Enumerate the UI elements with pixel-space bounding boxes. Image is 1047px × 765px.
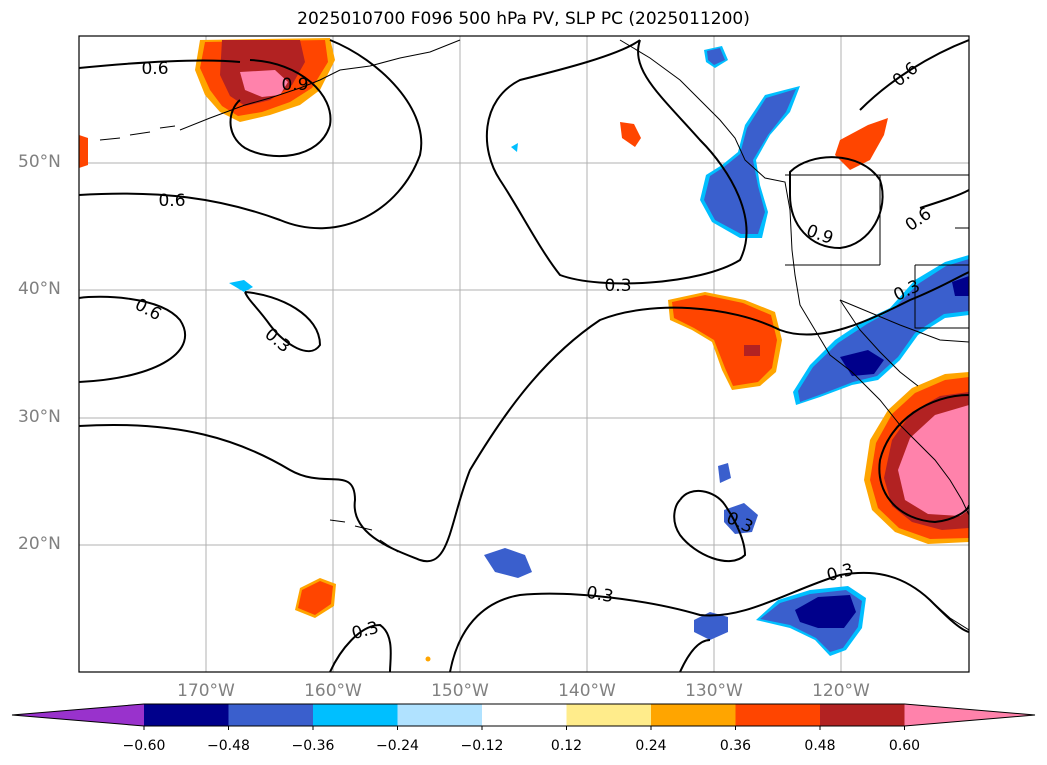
colorbar-segment bbox=[228, 704, 313, 726]
colorbar-tick-label: −0.12 bbox=[460, 738, 504, 754]
lon-label-120w: 120°W bbox=[812, 681, 870, 701]
colorbar-tick-label: −0.48 bbox=[207, 738, 250, 754]
contour-06-mid bbox=[79, 39, 423, 230]
coastline-baja bbox=[839, 299, 919, 387]
contour-06-east bbox=[919, 189, 969, 209]
colorbar-tick-label: 0.36 bbox=[719, 738, 752, 754]
pv-blob-aleutian-pink bbox=[240, 70, 288, 97]
pv-blob-hawaii-south-red bbox=[298, 581, 333, 615]
contour-06-ne bbox=[859, 39, 969, 111]
pv-blob-central-dark bbox=[744, 345, 760, 356]
colorbar-segment bbox=[735, 704, 820, 726]
colorbar-segment bbox=[397, 704, 482, 726]
pv-neg-small-n bbox=[511, 143, 518, 152]
colorbar-segment bbox=[651, 704, 736, 726]
contour-09-aleutian bbox=[229, 59, 332, 158]
colorbar-segment bbox=[313, 704, 398, 726]
lon-label-170w: 170°W bbox=[177, 681, 235, 701]
colorbar-tick-label: 0.60 bbox=[888, 738, 921, 754]
pv-neg-baja-core2 bbox=[952, 276, 969, 296]
pv-neg-central-s bbox=[484, 548, 532, 578]
pv-blob-canada bbox=[835, 118, 888, 170]
contour-03-ne bbox=[485, 39, 748, 285]
pv-neg-bc bbox=[704, 89, 796, 234]
colorbar-tick-label: −0.60 bbox=[122, 738, 166, 754]
coastline-north-america bbox=[619, 39, 969, 516]
slp-contours bbox=[79, 39, 969, 672]
colorbar-tick-label: 0.24 bbox=[635, 738, 667, 754]
border-states bbox=[785, 175, 969, 329]
colorbar-tick-label: −0.36 bbox=[291, 738, 335, 754]
contour-label-06-north: 0.6 bbox=[141, 59, 168, 79]
colorbar-segment bbox=[144, 704, 229, 726]
colorbar-tick-label: 0.12 bbox=[550, 738, 583, 754]
border-us-mexico bbox=[839, 299, 969, 343]
contour-09-canada bbox=[789, 156, 884, 250]
map-frame bbox=[78, 35, 970, 673]
pv-neg-baja bbox=[798, 259, 969, 402]
colorbar bbox=[11, 703, 1036, 730]
colorbar-extend-high bbox=[904, 704, 1035, 726]
lat-label-30n: 30°N bbox=[18, 407, 61, 427]
contour-03-central bbox=[79, 271, 969, 563]
contour-label-03-central: 0.3 bbox=[604, 276, 631, 296]
colorbar-segment bbox=[482, 704, 567, 726]
contour-label-06-mid: 0.6 bbox=[158, 191, 185, 211]
pv-positive-anomalies bbox=[79, 38, 969, 662]
colorbar-segment bbox=[566, 704, 651, 726]
aleutian-islands bbox=[99, 125, 176, 141]
pv-neg-small-b bbox=[724, 503, 758, 534]
contour-03-outer bbox=[79, 295, 187, 383]
lon-label-140w: 140°W bbox=[558, 681, 616, 701]
contour-03-hawaii-e bbox=[679, 639, 711, 672]
contour-label-03-mid-south: 0.3 bbox=[585, 583, 615, 607]
contour-06-north bbox=[79, 59, 241, 69]
pv-neg-small-a bbox=[718, 463, 731, 483]
pv-neg-southeast-core bbox=[795, 595, 856, 628]
pv-neg-baja-core bbox=[840, 350, 884, 376]
pv-blob-tiny bbox=[425, 656, 431, 662]
lon-label-160w: 160°W bbox=[304, 681, 362, 701]
contour-09-southeast bbox=[878, 394, 969, 524]
colorbar-tick-label: 0.48 bbox=[804, 738, 836, 754]
map-title: 2025010700 F096 500 hPa PV, SLP PC (2025… bbox=[297, 9, 750, 29]
lon-label-150w: 150°W bbox=[431, 681, 489, 701]
pv-neg-west-small bbox=[229, 280, 253, 292]
lat-label-20n: 20°N bbox=[18, 534, 61, 554]
contour-03-southeast bbox=[673, 490, 747, 563]
lat-label-40n: 40°N bbox=[18, 279, 61, 299]
colorbar-segment bbox=[820, 704, 905, 726]
map-area: 0.6 0.9 0.6 0.6 0.3 0.3 0.3 0.3 0.3 0.9 … bbox=[79, 36, 969, 672]
colorbar-extend-low bbox=[12, 704, 144, 726]
pv-neg-hawaii-e bbox=[694, 612, 728, 640]
contour-03-west bbox=[244, 291, 322, 352]
lon-label-130w: 130°W bbox=[685, 681, 743, 701]
lat-label-50n: 50°N bbox=[18, 152, 61, 172]
contour-label-09-aleutian: 0.9 bbox=[281, 75, 308, 95]
pv-blob-west-edge bbox=[79, 135, 88, 168]
pv-blob-north-small bbox=[620, 122, 641, 147]
pv-blob-southeast-pink bbox=[898, 405, 969, 516]
pv-negative-anomalies bbox=[229, 46, 969, 656]
contour-03-south bbox=[329, 571, 969, 672]
colorbar-tick-label: −0.24 bbox=[376, 738, 419, 754]
pv-neg-pacific-nw bbox=[707, 48, 725, 65]
